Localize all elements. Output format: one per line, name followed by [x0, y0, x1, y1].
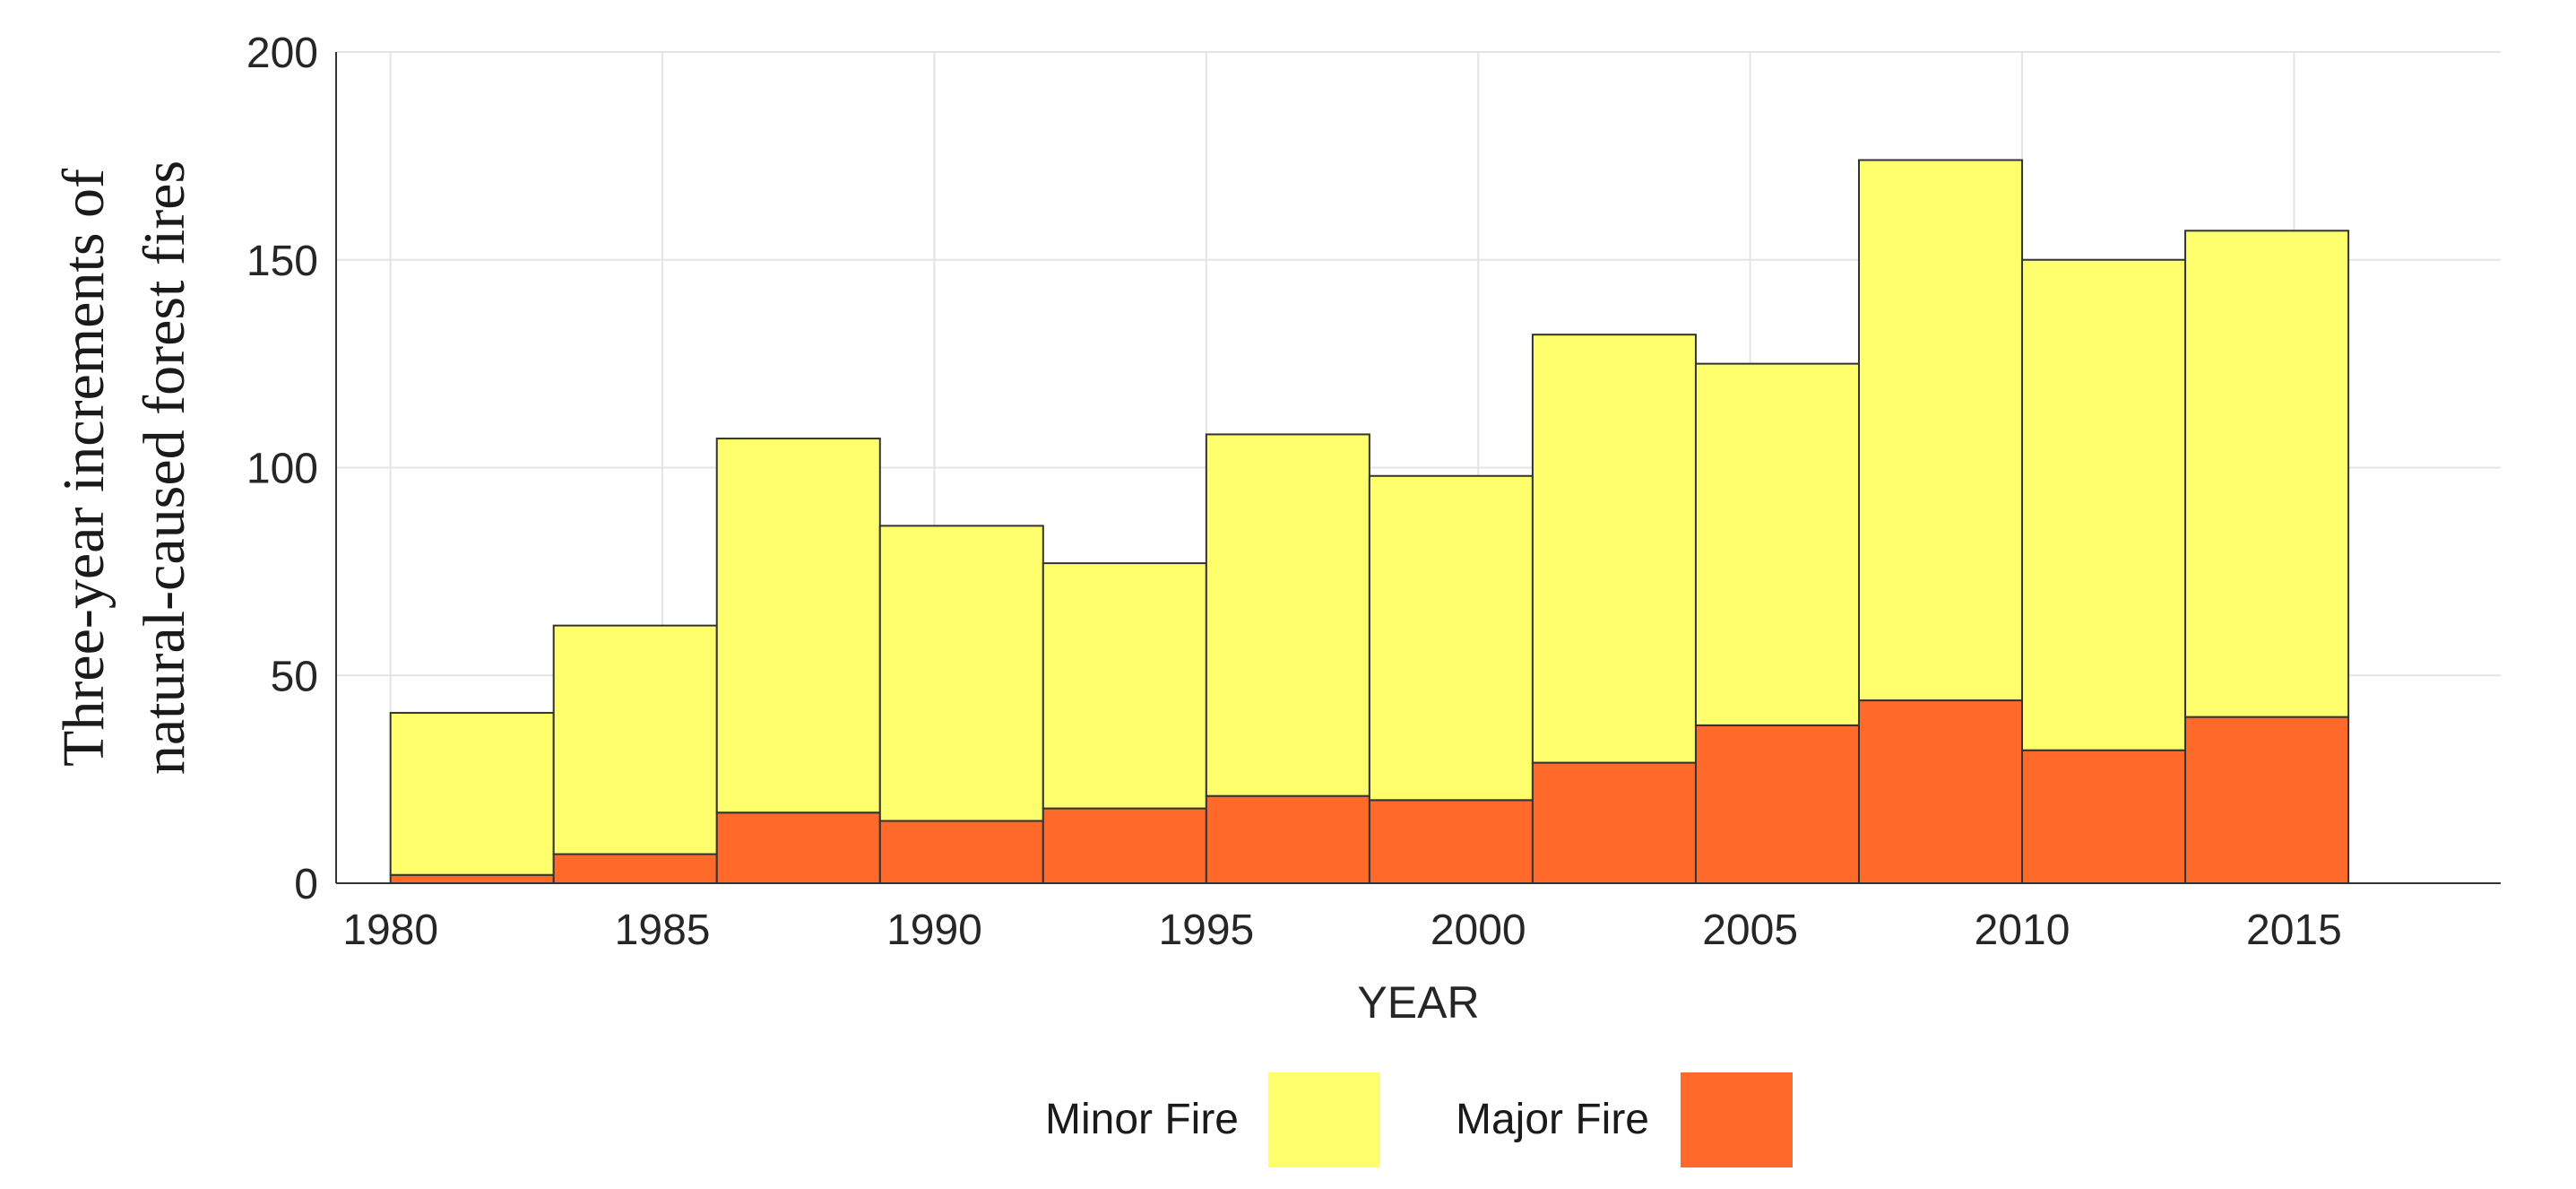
- y-axis-title: Three-year increments of natural-caused …: [51, 161, 197, 775]
- x-tick-labels: 1980 1985 1990 1995 2000 2005 2010 2015: [342, 907, 2342, 954]
- legend-swatch-minor-fire: [1268, 1072, 1380, 1167]
- legend-label-major-fire: Major Fire: [1456, 1096, 1649, 1143]
- bar-major-1986: [715, 811, 881, 885]
- bar-major-2013: [2184, 716, 2350, 884]
- x-axis-title: YEAR: [1357, 977, 1479, 1028]
- bar-minor-2001: [1531, 334, 1697, 764]
- x-tick-label-1985: 1985: [615, 907, 711, 954]
- bar-minor-2013: [2184, 230, 2350, 718]
- bar-major-1995: [1205, 794, 1370, 884]
- bar-minor-1989: [878, 525, 1044, 822]
- legend: Minor Fire Major Fire: [1045, 1072, 1793, 1167]
- x-tick-label-2010: 2010: [1975, 907, 2070, 954]
- legend-swatch-major-fire: [1681, 1072, 1793, 1167]
- y-tick-label-150: 150: [246, 238, 318, 285]
- bar-minor-1986: [715, 438, 881, 814]
- bar-major-1980: [389, 873, 555, 884]
- y-tick-label-50: 50: [271, 653, 318, 700]
- bar-major-1992: [1042, 807, 1207, 885]
- bar-minor-1983: [552, 624, 718, 855]
- bar-minor-1995: [1205, 433, 1370, 797]
- bar-major-2004: [1694, 724, 1860, 884]
- bar-minor-1998: [1368, 474, 1534, 802]
- y-axis-title-line-1: Three-year increments of: [51, 169, 117, 767]
- y-tick-label-100: 100: [246, 446, 318, 493]
- y-tick-labels: 0 50 100 150 200: [246, 30, 318, 908]
- x-tick-label-1980: 1980: [342, 907, 438, 954]
- legend-label-minor-fire: Minor Fire: [1045, 1096, 1239, 1143]
- bar-major-2010: [2021, 749, 2187, 884]
- bar-major-1998: [1368, 799, 1534, 884]
- x-tick-label-2005: 2005: [1702, 907, 1798, 954]
- bar-minor-2010: [2021, 258, 2187, 751]
- bar-minor-2007: [1857, 159, 2024, 702]
- y-axis-title-line-2: natural-caused forest fires: [132, 161, 197, 775]
- bars: [389, 159, 2350, 885]
- bar-major-1983: [552, 853, 718, 884]
- bar-major-1989: [878, 820, 1044, 884]
- axes: [335, 52, 2501, 884]
- x-tick-label-2015: 2015: [2246, 907, 2342, 954]
- bar-major-2007: [1857, 699, 2024, 884]
- y-tick-label-0: 0: [294, 861, 318, 908]
- x-tick-label-1990: 1990: [886, 907, 982, 954]
- x-tick-label-1995: 1995: [1158, 907, 1254, 954]
- x-tick-label-2000: 2000: [1431, 907, 1526, 954]
- bar-major-2001: [1531, 761, 1697, 885]
- bar-minor-1980: [389, 711, 555, 876]
- bar-minor-1992: [1042, 562, 1207, 810]
- y-tick-label-200: 200: [246, 30, 318, 77]
- bar-minor-2004: [1694, 362, 1860, 726]
